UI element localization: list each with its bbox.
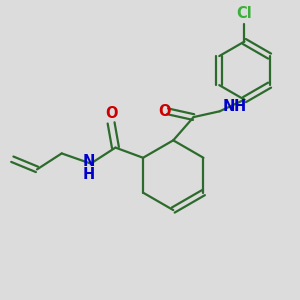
- Text: Cl: Cl: [236, 6, 252, 21]
- Text: N: N: [223, 99, 235, 114]
- Text: O: O: [158, 104, 171, 119]
- Text: H: H: [82, 167, 94, 182]
- Text: H: H: [234, 99, 246, 114]
- Text: N: N: [82, 154, 94, 169]
- Text: O: O: [105, 106, 117, 121]
